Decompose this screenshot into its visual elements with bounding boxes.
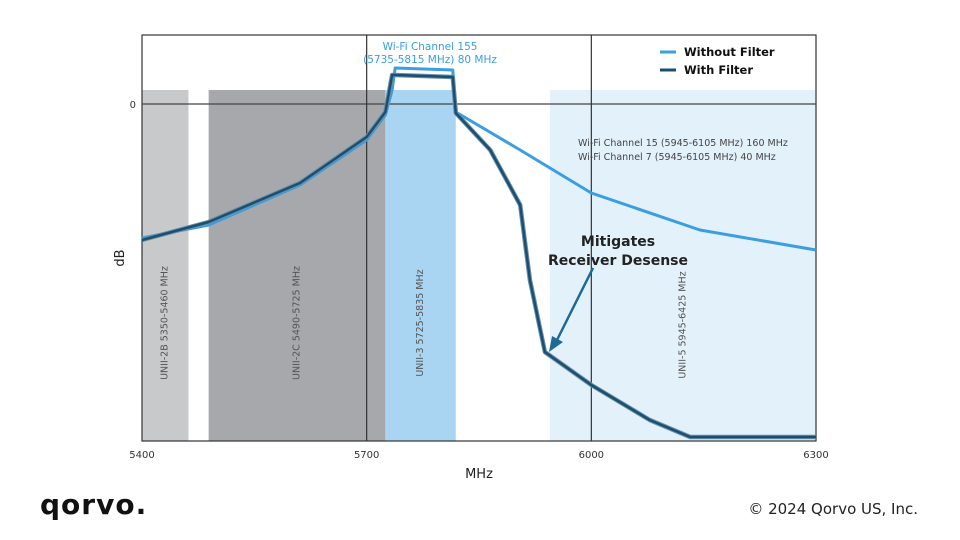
y-axis-label: dB: [113, 249, 128, 266]
band-0: [142, 90, 189, 441]
band-3: [550, 90, 816, 441]
y-tick-label: 0: [130, 100, 136, 111]
x-tick-label: 6300: [803, 450, 828, 461]
callout-text: Mitigates: [581, 234, 655, 250]
callout-arrow: [554, 267, 595, 343]
copyright: © 2024 Qorvo US, Inc.: [748, 500, 918, 518]
x-tick-label: 5400: [129, 450, 154, 461]
x-tick-label: 5700: [354, 450, 379, 461]
x-tick-label: 6000: [579, 450, 604, 461]
x-axis-label: MHz: [465, 467, 493, 482]
callout-text: Receiver Desense: [548, 253, 688, 269]
channel-6g-label: Wi-Fi Channel 7 (5945-6105 MHz) 40 MHz: [578, 152, 776, 163]
band-label: UNII-5 5945-6425 MHz: [678, 271, 689, 378]
series-line-with-filter: [141, 73, 816, 439]
channel-6g-label: Wi-Fi Channel 15 (5945-6105 MHz) 160 MHz: [578, 138, 788, 149]
channel-155-label: (5735-5815 MHz) 80 MHz: [363, 54, 497, 66]
band-label: UNII-2B 5350-5460 MHz: [160, 266, 171, 380]
band-label: UNII-2C 5490-5725 MHz: [292, 266, 303, 380]
legend-label: With Filter: [684, 63, 753, 77]
band-2: [385, 90, 456, 441]
legend-label: Without Filter: [684, 45, 775, 59]
band-label: UNII-3 5725-5835 MHz: [415, 269, 426, 376]
qorvo-logo: qorvo.: [40, 488, 148, 521]
callout-arrowhead: [549, 336, 563, 352]
channel-155-label: Wi-Fi Channel 155: [383, 41, 478, 53]
